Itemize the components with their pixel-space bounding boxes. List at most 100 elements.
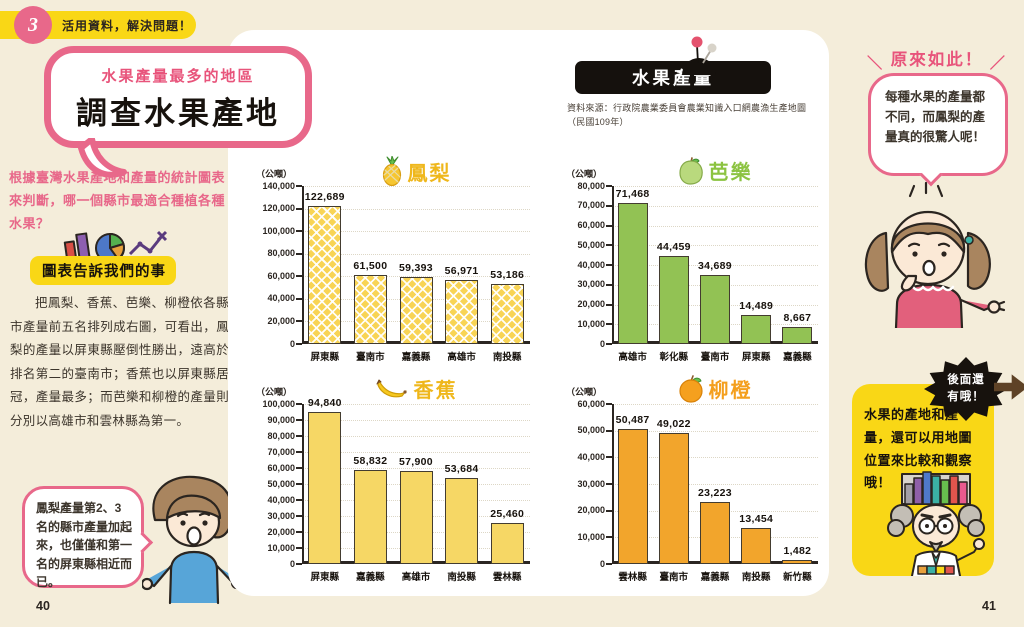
chart-title: 鳳梨 [302, 156, 530, 186]
page-subtitle: 水果產量最多的地區 [101, 68, 255, 85]
axis-tick [606, 185, 612, 187]
pineapple-icon [382, 156, 401, 186]
y-axis-label: 80,000 [267, 248, 295, 259]
axis-tick [296, 185, 302, 187]
chart-banana: （公噸） 香蕉 0 10,000 20,000 30,000 40,000 50,000 60… [250, 378, 544, 584]
x-axis-category-label: 屏東縣 [741, 352, 771, 363]
axis-tick [296, 435, 302, 437]
y-axis-label: 10,000 [577, 318, 605, 329]
axis-tick [296, 515, 302, 517]
gridline [302, 231, 530, 233]
y-axis-label: 0 [599, 558, 605, 569]
axis-tick [296, 230, 302, 233]
axis-tick [606, 323, 612, 326]
y-axis-label: 80,000 [577, 180, 605, 191]
lesson-label: 活用資料，解決問題！ [62, 18, 193, 33]
map-note-text: 水果的產地和產量，還可以用地圖位置來比較和觀察哦！ [864, 407, 973, 491]
girl-speech-bubble: 每種水果的產量都不同，而鳳梨的產量真的很驚人呢！ [868, 73, 1008, 187]
y-axis-label: 40,000 [267, 494, 295, 505]
bar-高雄市 [617, 202, 648, 344]
bar-嘉義縣 [353, 469, 387, 564]
axis-tick [606, 204, 612, 207]
professor-character-illustration [887, 471, 985, 576]
bar-嘉義縣 [399, 276, 433, 344]
y-axis-label: 60,000 [267, 270, 295, 281]
bar-雲林縣 [617, 429, 648, 564]
bar-高雄市 [399, 471, 433, 564]
lesson-number: 3 [14, 6, 52, 44]
y-axis-label: 120,000 [262, 203, 295, 214]
x-axis-category-label: 屏東縣 [310, 572, 340, 583]
y-axis-label: 50,000 [577, 425, 605, 436]
chart-title: 芭樂 [612, 156, 818, 185]
x-axis-category-label: 雲林縣 [618, 572, 647, 583]
explanation-paragraph: 把鳳梨、香蕉、芭樂、柳橙依各縣市產量前五名排列成右圖，可看出，鳳梨的產量以屏東縣… [10, 296, 229, 428]
bar-南投縣 [445, 478, 479, 564]
bar-value-label: 1,482 [783, 545, 812, 558]
bar-value-label: 34,689 [698, 260, 732, 273]
axis-tick [296, 563, 302, 565]
x-axis-category-label: 南投縣 [447, 572, 476, 583]
axis-tick [606, 303, 612, 306]
boy-character-illustration [142, 475, 242, 605]
gridline [612, 186, 818, 187]
axis-tick [606, 509, 612, 512]
bar-雲林縣 [490, 523, 524, 564]
x-axis-category-label: 新竹縣 [783, 572, 812, 583]
next-badge-line1: 後面還 [947, 374, 985, 387]
y-axis-label: 30,000 [267, 510, 295, 521]
axis-unit-label: （公噸） [256, 387, 293, 397]
bar-南投縣 [741, 528, 772, 564]
x-axis-category-label: 嘉義縣 [700, 572, 730, 583]
x-axis-category-label: 嘉義縣 [401, 352, 431, 363]
x-axis-category-label: 南投縣 [492, 352, 522, 363]
y-axis-label: 90,000 [267, 414, 295, 425]
bar-南投縣 [490, 283, 524, 344]
gridline [612, 404, 818, 405]
axis-tick [296, 207, 302, 210]
gridline [302, 208, 530, 210]
y-axis-label: 60,000 [577, 398, 605, 409]
bar-value-label: 61,500 [353, 259, 388, 272]
bar-value-label: 57,900 [399, 456, 433, 469]
x-axis-category-label: 高雄市 [618, 352, 647, 363]
pin-icon [682, 36, 717, 75]
axis-tick [296, 499, 302, 501]
x-axis-category-label: 嘉義縣 [356, 572, 385, 583]
bar-value-label: 50,487 [615, 414, 650, 427]
y-axis-label: 70,000 [577, 200, 605, 211]
y-axis-label: 140,000 [262, 180, 295, 191]
axis-tick [296, 483, 302, 485]
x-axis-category-label: 高雄市 [401, 572, 431, 583]
gridline [302, 468, 530, 469]
bar-value-label: 71,468 [615, 187, 650, 200]
axis-tick [606, 343, 612, 345]
bar-高雄市 [445, 279, 479, 344]
guava-icon [678, 156, 703, 185]
y-axis-label: 40,000 [577, 451, 605, 462]
gridline [612, 484, 818, 485]
bar-屏東縣 [308, 412, 342, 564]
axis-tick [296, 297, 302, 300]
title-bubble-tail [78, 138, 127, 178]
page-number-right: 41 [982, 599, 996, 613]
boy-speech-text: 鳳梨產量第2、3名的縣市產量加起來，也僅僅和第一名的屏東縣相近而已。 [36, 501, 133, 590]
x-axis-category-label: 高雄市 [447, 352, 476, 363]
y-axis-label: 50,000 [267, 478, 295, 489]
gridline [302, 404, 530, 405]
section-heading: 圖表告訴我們的事 [30, 256, 176, 285]
gridline [612, 225, 818, 227]
axis-tick [606, 244, 612, 247]
y-axis-label: 50,000 [577, 239, 605, 250]
bar-嘉義縣 [782, 326, 813, 344]
y-axis-label: 20,000 [577, 505, 605, 516]
axis-tick [606, 563, 612, 565]
axis-tick [606, 264, 612, 266]
bar-value-label: 44,459 [656, 241, 691, 254]
axis-tick [296, 547, 302, 549]
gridline [302, 436, 530, 437]
aha-exclamation: ＼ 原來如此！ ／ [857, 46, 1017, 72]
axis-tick [606, 536, 612, 539]
chart-guava: （公噸） 芭樂 0 10,000 20,000 30,000 40,000 50,000 60… [560, 156, 832, 364]
bar-value-label: 122,689 [304, 190, 345, 203]
